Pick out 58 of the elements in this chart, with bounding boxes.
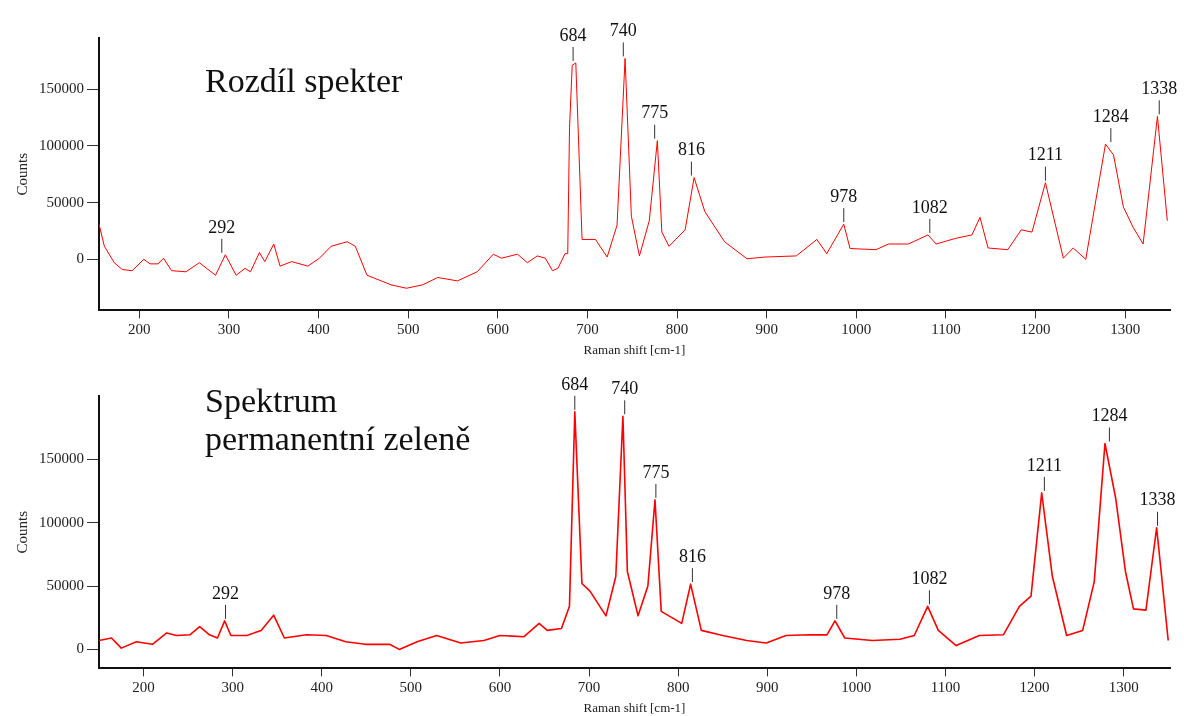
x-tick-label: 300 [221, 679, 244, 696]
annotation: 1284 [1092, 105, 1129, 126]
x-tick-label: 1100 [930, 679, 961, 696]
x-tick-label: 800 [666, 679, 690, 696]
x-tick-label: 800 [665, 321, 689, 338]
x-tick-label: 1000 [841, 679, 872, 696]
x-tick-label: 500 [396, 321, 420, 338]
chart-title: Spektrum permanentní zeleně [205, 382, 472, 458]
annotation: 292 [212, 582, 240, 603]
x-tick-label: 1200 [1019, 679, 1050, 696]
y-axis-title: Counts [13, 152, 30, 196]
x-tick-label: 300 [217, 321, 241, 338]
x-tick-label: 1300 [1110, 321, 1141, 338]
annotation: 978 [823, 582, 851, 603]
annotation: 1211 [1027, 144, 1064, 165]
annotation: 1338 [1139, 489, 1176, 510]
y-tick-label: 150000 [39, 450, 84, 467]
y-tick-label: 0 [76, 640, 84, 657]
y-tick-label: 150000 [39, 80, 84, 97]
annotation: 978 [830, 185, 858, 206]
x-tick-label: 600 [488, 679, 512, 696]
text: Rozdíl spekter [205, 62, 404, 100]
x-tick-label: 600 [486, 321, 510, 338]
x-tick-label: 1000 [841, 321, 872, 338]
x-tick-label: 200 [132, 679, 155, 696]
x-tick-label: 1300 [1108, 679, 1139, 696]
x-tick-label: 900 [756, 679, 779, 696]
annotation: 1284 [1091, 405, 1128, 426]
y-tick-label: 50000 [46, 576, 84, 593]
annotation: 292 [208, 216, 236, 237]
annotation: 775 [642, 461, 670, 482]
x-tick-label: 400 [307, 321, 330, 338]
x-tick-label: 200 [128, 321, 151, 338]
x-tick-label: 700 [576, 321, 599, 338]
y-tick-label: 100000 [39, 136, 84, 153]
annotation: 816 [678, 545, 706, 566]
annotation: 740 [611, 378, 639, 399]
x-tick-label: 1200 [1020, 321, 1051, 338]
x-tick-label: 900 [755, 321, 778, 338]
y-tick-label: 50000 [46, 193, 84, 210]
y-tick-label: 100000 [39, 513, 84, 530]
annotation: 684 [561, 373, 589, 394]
y-axis-title: Counts [13, 510, 30, 554]
x-tick-label: 500 [399, 679, 423, 696]
annotation: 1338 [1141, 78, 1178, 99]
annotation: 1082 [911, 568, 948, 589]
annotation: 1082 [911, 196, 948, 217]
x-tick-label: 700 [577, 679, 601, 696]
annotation: 816 [677, 139, 705, 160]
annotation: 740 [609, 20, 637, 41]
annotation: 1211 [1026, 454, 1063, 475]
annotation: 684 [559, 24, 587, 45]
x-axis-title: Raman shift [cm-1] [583, 341, 686, 357]
x-tick-label: 400 [310, 679, 333, 696]
annotation: 775 [641, 102, 669, 123]
x-axis-title: Raman shift [cm-1] [583, 699, 686, 715]
x-tick-label: 1100 [931, 321, 961, 338]
y-tick-label: 0 [76, 250, 84, 267]
